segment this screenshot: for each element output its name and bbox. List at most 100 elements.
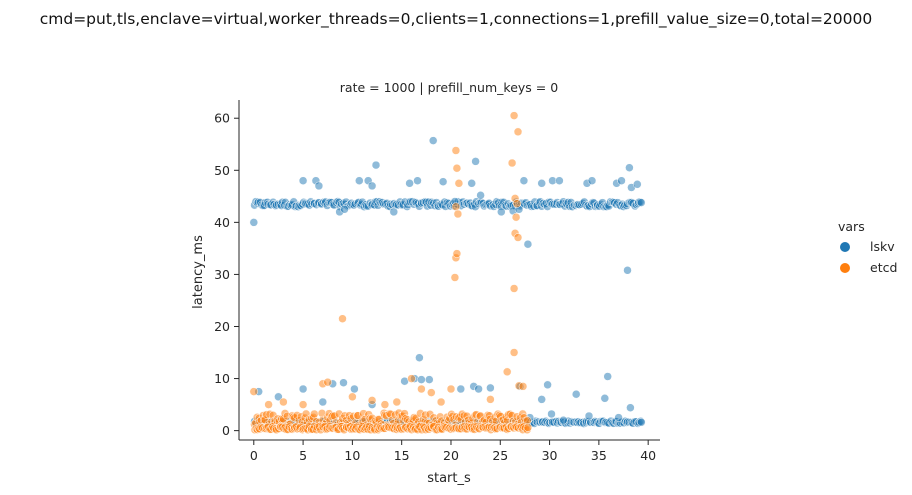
data-point-lskv — [626, 403, 635, 412]
data-point-lskv — [486, 383, 495, 393]
data-point-lskv — [537, 395, 546, 404]
data-point-lskv — [456, 384, 466, 394]
series-lskv — [249, 136, 646, 428]
data-point-lskv — [318, 397, 328, 407]
data-point-etcd — [249, 387, 259, 396]
y-tick-label: 0 — [222, 423, 230, 438]
data-point-etcd — [367, 396, 377, 405]
data-point-etcd — [323, 377, 332, 387]
data-point-etcd — [427, 388, 436, 397]
data-point-lskv — [425, 375, 434, 384]
data-point-etcd — [518, 382, 528, 391]
x-axis-label: start_s — [427, 471, 471, 486]
chart-title: cmd=put,tls,enclave=virtual,worker_threa… — [40, 10, 873, 29]
data-point-lskv — [340, 205, 349, 214]
data-point-lskv — [417, 375, 426, 384]
data-point-etcd — [513, 127, 523, 137]
x-tick-label: 40 — [640, 448, 656, 463]
x-tick-label: 35 — [591, 448, 607, 463]
data-point-lskv — [603, 372, 612, 381]
data-point-lskv — [389, 207, 399, 217]
band-point-etcd — [310, 409, 319, 419]
data-point-lskv — [617, 176, 626, 185]
x-tick-label: 0 — [250, 448, 258, 463]
data-point-etcd — [512, 199, 522, 208]
data-point-etcd — [454, 179, 464, 188]
data-point-lskv — [471, 157, 480, 166]
data-point-lskv — [600, 394, 610, 403]
data-point-etcd — [507, 158, 517, 168]
data-point-lskv — [584, 411, 594, 421]
data-point-lskv — [614, 413, 623, 422]
data-point-lskv — [625, 163, 634, 172]
data-point-lskv — [367, 181, 377, 191]
series-etcd — [249, 111, 533, 435]
data-point-lskv — [314, 181, 324, 191]
y-tick-label: 10 — [214, 371, 230, 386]
points-layer — [249, 111, 646, 435]
data-point-lskv — [415, 353, 424, 362]
data-point-lskv — [637, 418, 646, 427]
data-point-lskv — [555, 176, 564, 185]
y-tick-label: 30 — [214, 267, 230, 282]
data-point-etcd — [279, 397, 288, 407]
data-point-etcd — [338, 314, 347, 323]
x-tick-label: 20 — [443, 448, 459, 463]
data-point-etcd — [380, 400, 390, 409]
data-point-etcd — [436, 397, 446, 407]
data-point-lskv — [623, 266, 632, 275]
data-point-lskv — [587, 176, 597, 185]
data-point-lskv — [355, 176, 364, 185]
data-point-lskv — [519, 176, 529, 185]
y-tick-label: 40 — [214, 215, 230, 230]
data-point-lskv — [350, 384, 359, 394]
data-point-lskv — [543, 380, 552, 390]
data-point-lskv — [523, 239, 533, 249]
data-point-etcd — [298, 400, 308, 409]
legend-marker-etcd — [840, 263, 850, 273]
legend-title: vars — [838, 219, 865, 234]
data-point-etcd — [509, 111, 519, 120]
data-point-etcd — [451, 146, 461, 155]
axes-layer: 0 5 10 15 20 25 30 35 40 0 10 20 30 40 50 60 — [214, 100, 660, 463]
x-tick-label: 30 — [542, 448, 558, 463]
data-point-lskv — [438, 177, 448, 186]
data-point-lskv — [339, 378, 348, 387]
data-point-etcd — [452, 163, 462, 173]
legend-marker-lskv — [840, 242, 850, 252]
data-point-etcd — [417, 384, 426, 394]
x-tick-label: 5 — [299, 448, 307, 463]
data-point-lskv — [547, 409, 556, 419]
data-point-etcd — [450, 273, 460, 282]
data-point-lskv — [371, 160, 381, 170]
legend-label-etcd: etcd — [870, 260, 897, 275]
data-point-etcd — [452, 249, 462, 258]
data-point-etcd — [486, 395, 495, 404]
data-point-lskv — [413, 176, 422, 185]
data-point-lskv — [249, 218, 259, 227]
data-point-lskv — [571, 389, 581, 399]
data-point-lskv — [474, 384, 483, 394]
data-point-etcd — [264, 400, 273, 409]
facet-title: rate = 1000 | prefill_num_keys = 0 — [340, 80, 558, 95]
data-point-lskv — [298, 384, 308, 394]
data-point-lskv — [633, 180, 642, 189]
y-tick-label: 60 — [214, 111, 230, 126]
data-point-etcd — [446, 384, 456, 394]
y-tick-label: 20 — [214, 319, 230, 334]
data-point-etcd — [392, 397, 402, 407]
data-point-etcd — [511, 212, 521, 222]
x-tick-label: 25 — [492, 448, 508, 463]
data-point-lskv — [428, 136, 438, 145]
data-point-etcd — [451, 202, 461, 211]
data-point-lskv — [537, 179, 546, 188]
data-point-lskv — [274, 392, 283, 402]
legend: vars lskv etcd — [838, 219, 897, 275]
x-tick-label: 15 — [394, 448, 410, 463]
data-point-etcd — [348, 392, 357, 402]
data-point-lskv — [405, 179, 414, 188]
data-point-lskv — [637, 198, 646, 207]
data-point-etcd — [513, 233, 523, 242]
